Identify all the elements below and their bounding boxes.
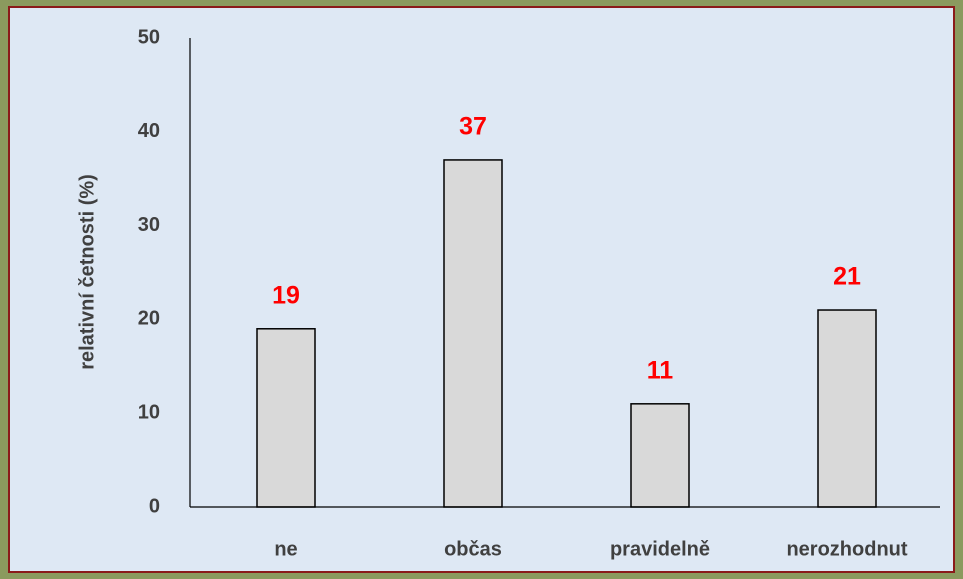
y-axis-label: relativní četnosti (%) [76, 174, 98, 370]
bar [817, 309, 877, 508]
x-tick-label: pravidelně [610, 538, 710, 560]
y-tick-label: 10 [138, 401, 160, 423]
x-tick-label: ne [274, 538, 297, 560]
bar [630, 403, 690, 508]
value-label: 19 [272, 281, 300, 309]
y-tick-label: 0 [149, 495, 160, 517]
value-label: 37 [459, 113, 487, 141]
value-label: 11 [647, 356, 674, 384]
bar [256, 328, 316, 508]
y-tick-label: 50 [138, 26, 160, 48]
bar [443, 159, 503, 508]
value-label: 21 [833, 263, 861, 291]
y-tick-label: 40 [138, 120, 160, 142]
x-tick-label: občas [444, 538, 502, 560]
y-tick-label: 20 [138, 308, 160, 330]
x-tick-label: nerozhodnut [786, 538, 907, 560]
y-tick-label: 30 [138, 214, 160, 236]
